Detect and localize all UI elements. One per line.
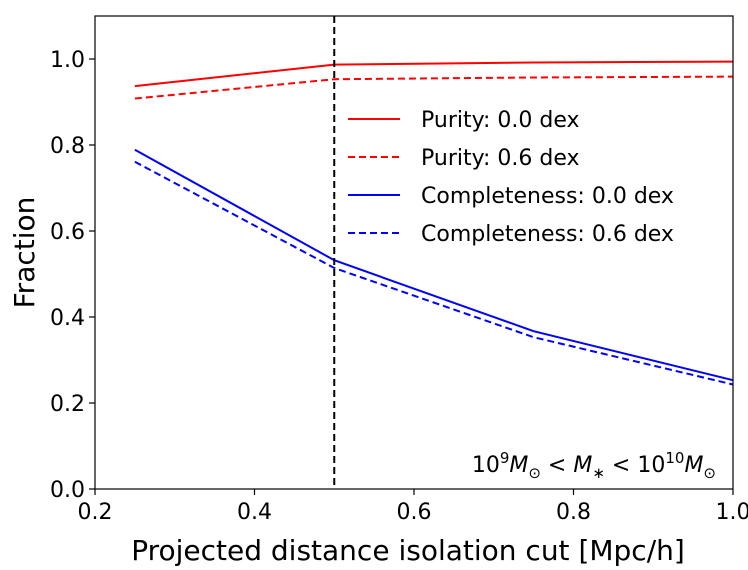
x-tick-label: 0.4 bbox=[237, 500, 272, 525]
annotation-part: ∗ bbox=[592, 464, 605, 482]
y-tick-label: 0.6 bbox=[50, 220, 85, 245]
legend-label-1: Purity: 0.6 dex bbox=[421, 146, 580, 171]
annotation-part: < bbox=[541, 453, 573, 478]
y-tick-label: 0.8 bbox=[50, 134, 85, 159]
series-line-2 bbox=[134, 148, 734, 382]
annotation-part: < 10 bbox=[605, 453, 665, 478]
y-tick-label: 1.0 bbox=[50, 48, 85, 73]
x-tick-label: 0.6 bbox=[397, 500, 432, 525]
series-line-3 bbox=[134, 160, 734, 386]
x-tick-label: 0.2 bbox=[78, 500, 113, 525]
annotation-part: 9 bbox=[500, 449, 510, 467]
annotation-part: M bbox=[684, 453, 703, 478]
y-tick-label: 0.2 bbox=[50, 392, 85, 417]
legend-label-2: Completeness: 0.0 dex bbox=[421, 184, 674, 209]
y-tick-label: 0.0 bbox=[50, 478, 85, 503]
annotation-part: 10 bbox=[665, 449, 684, 467]
y-tick-label: 0.4 bbox=[50, 306, 85, 331]
x-tick-label: 1.0 bbox=[716, 500, 748, 525]
annotation-part: 10 bbox=[472, 453, 500, 478]
annotation-part: M bbox=[509, 453, 528, 478]
legend-label-0: Purity: 0.0 dex bbox=[421, 108, 580, 133]
x-tick-label: 0.8 bbox=[556, 500, 591, 525]
series-line-1 bbox=[134, 75, 734, 100]
x-axis-label: Projected distance isolation cut [Mpc/h] bbox=[131, 534, 685, 567]
annotation-part: ⊙ bbox=[528, 464, 541, 482]
mass-range-annotation: 109​M⊙​ < M∗​ < 1010​M⊙​ bbox=[472, 449, 716, 482]
y-axis-label: Fraction bbox=[8, 197, 41, 309]
annotation-part: M bbox=[573, 453, 592, 478]
legend-label-3: Completeness: 0.6 dex bbox=[421, 222, 674, 247]
plot-area bbox=[95, 16, 733, 489]
legend: Purity: 0.0 dex Purity: 0.6 dex Completene… bbox=[348, 108, 674, 247]
series-line-0 bbox=[134, 60, 734, 88]
annotation-part: ⊙ bbox=[703, 464, 716, 482]
